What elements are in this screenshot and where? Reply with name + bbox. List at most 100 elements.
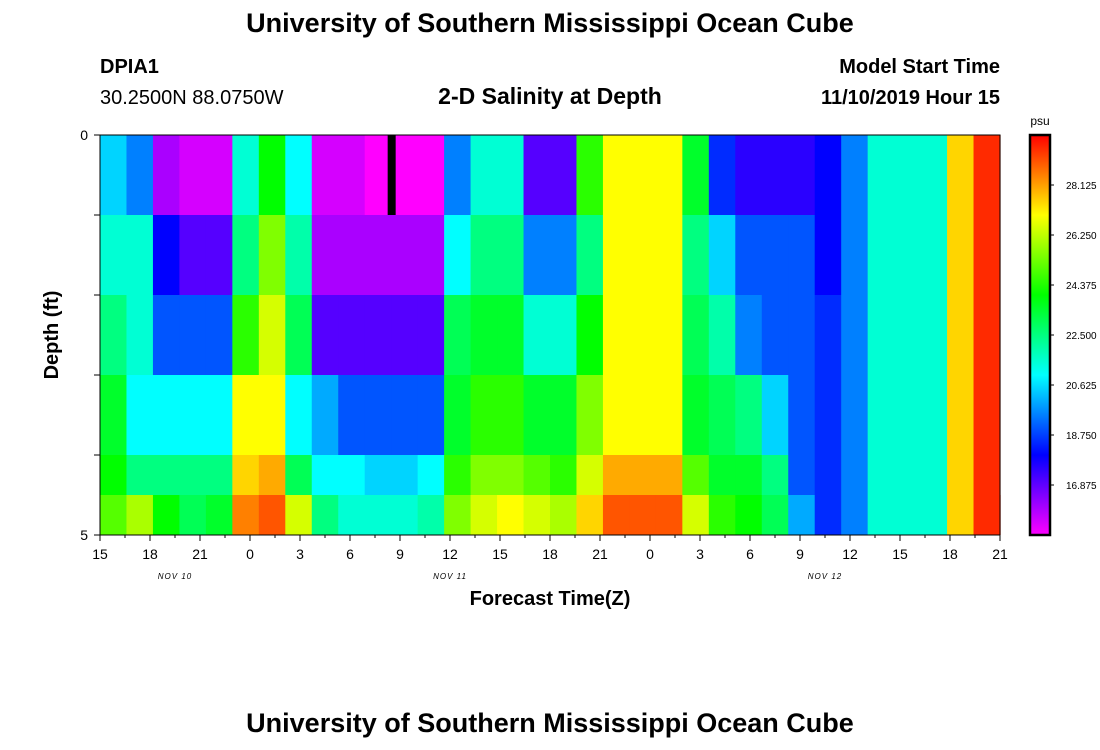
heatmap-cell [682,375,710,455]
x-tick-label: 6 [746,546,754,562]
heatmap-cell [152,295,181,375]
station-coordinates: 30.2500N 88.0750W [100,87,284,109]
x-tick-label: 18 [942,546,958,562]
colorbar-tick-label: 16.875 [1066,481,1097,492]
heatmap-cell [708,295,736,375]
date-label: NOV 10 [158,572,192,581]
heatmap-cell [894,135,922,215]
heatmap-cell [735,495,763,535]
heatmap-cell [523,215,551,295]
heatmap-cell [364,495,392,535]
heatmap-cell [205,375,233,455]
heatmap-cell [947,215,975,295]
heatmap-cell [841,295,869,375]
x-tick-label: 3 [696,546,704,562]
heatmap-cell [232,215,260,295]
date-label: NOV 12 [808,572,842,581]
heatmap-cell [417,135,445,215]
x-tick-label: 12 [442,546,458,562]
heatmap-cell [708,215,736,295]
heatmap-cell [788,375,816,455]
heatmap-cell [417,375,445,455]
heatmap-cell [947,135,975,215]
heatmap-cell [205,495,233,535]
heatmap-cell [629,135,657,215]
heatmap-cell [311,495,339,535]
heatmap-cell [550,375,578,455]
heatmap-cell [364,295,392,375]
heatmap-cell [126,495,154,535]
heatmap-cell [841,215,869,295]
heatmap-cell [894,375,922,455]
heatmap-cell [364,215,392,295]
heatmap-cell [258,215,286,295]
heatmap-cell [444,375,472,455]
x-tick-label: 21 [992,546,1008,562]
heatmap-cell [814,375,842,455]
heatmap-cell [708,135,736,215]
heatmap-cell [258,295,286,375]
heatmap-cell [682,495,710,535]
heatmap-cell [126,215,154,295]
heatmap-cell [311,375,339,455]
colorbar-tick-label: 28.125 [1066,181,1097,192]
heatmap-cell [708,495,736,535]
heatmap-cell [576,375,604,455]
heatmap-cell [814,495,842,535]
heatmap-cell [867,295,895,375]
heatmap-cell [391,495,419,535]
heatmap-cell [444,215,472,295]
heatmap-cell [232,295,260,375]
heatmap-cell [179,375,207,455]
heatmap-cell [735,375,763,455]
heatmap-cell [417,495,445,535]
heatmap-cell [285,495,313,535]
heatmap-cell [338,375,366,455]
heatmap-cell [523,495,551,535]
heatmap-cell [497,215,525,295]
heatmap-cell [841,375,869,455]
x-tick-label: 0 [246,546,254,562]
heatmap-cell [126,295,154,375]
heatmap-cell [761,375,789,455]
heatmap-cell [629,215,657,295]
heatmap-cell [894,295,922,375]
y-tick-label: 5 [80,527,88,543]
heatmap-cell [232,495,260,535]
heatmap-cell [497,495,525,535]
heatmap-cell [973,135,1001,215]
colorbar-tick-label: 26.250 [1066,231,1097,242]
heatmap-cell [867,375,895,455]
heatmap-cell [947,375,975,455]
x-tick-label: 12 [842,546,858,562]
heatmap-cell [550,135,578,215]
heatmap-cell [152,375,181,455]
heatmap-cell [655,495,683,535]
heatmap-cell [444,495,472,535]
heatmap-cell [258,375,286,455]
heatmap-cell [126,375,154,455]
heatmap-cell [497,295,525,375]
heatmap-cell [973,495,1001,535]
model-start-label: Model Start Time [839,56,1000,78]
heatmap-cell [629,375,657,455]
heatmap-cell [761,295,789,375]
colorbar-gradient [1028,133,1052,537]
heatmap-cell [497,135,525,215]
footer-title: University of Southern Mississippi Ocean… [246,708,854,738]
heatmap-cell [550,295,578,375]
heatmap-cell [788,215,816,295]
heatmap-cell [602,375,631,455]
heatmap-cell [523,295,551,375]
heatmap-cell [655,215,683,295]
heatmap-cell [788,135,816,215]
x-axis-label: Forecast Time(Z) [470,588,631,610]
heatmap-cell [100,215,128,295]
heatmap-cell [894,215,922,295]
axes: 15 18 21 0 3 6 9 12 15 18 21 0 3 6 9 12 15 18 21 NOV 10 NOV … [80,127,1008,581]
colorbar-tick-label: 20.625 [1066,381,1097,392]
heatmap-cell [602,295,631,375]
chart-title: 2-D Salinity at Depth [438,83,662,109]
heatmap-cell [258,495,286,535]
heatmap-cell [152,135,181,215]
